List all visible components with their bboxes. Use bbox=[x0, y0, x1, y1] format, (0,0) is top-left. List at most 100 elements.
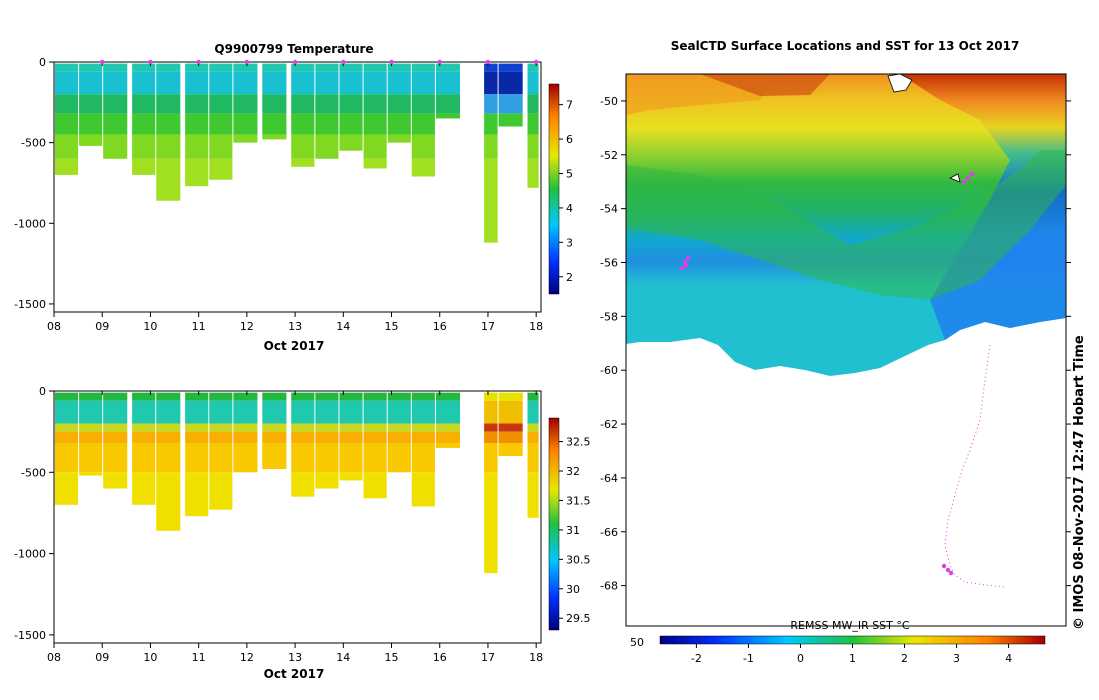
salinity-column-cell bbox=[209, 400, 233, 424]
salinity-column-cell bbox=[79, 443, 103, 473]
salinity-column-cell bbox=[291, 400, 315, 424]
latitude-tick-label: -56 bbox=[600, 256, 618, 269]
salinity-colorbar-tick-label: 31 bbox=[566, 524, 580, 537]
salinity-column-cell bbox=[185, 400, 209, 424]
salinity-column-cell bbox=[435, 392, 460, 401]
temperature-x-tick-label: 09 bbox=[95, 320, 109, 333]
profile-marker bbox=[437, 59, 442, 65]
temperature-column-cell bbox=[209, 113, 233, 135]
salinity-column-cell bbox=[484, 400, 498, 424]
temperature-column-cell bbox=[132, 94, 156, 114]
salinity-column-cell bbox=[209, 472, 233, 510]
temperature-column-cell bbox=[233, 134, 258, 143]
salinity-x-tick-label: 16 bbox=[433, 651, 447, 664]
temperature-column-cell bbox=[79, 71, 103, 95]
salinity-colorbar-tick-label: 32 bbox=[566, 465, 580, 478]
salinity-column-cell bbox=[363, 423, 387, 432]
temperature-column-cell bbox=[363, 158, 387, 169]
salinity-column-cell bbox=[233, 423, 258, 432]
salinity-column-cell bbox=[498, 392, 523, 401]
salinity-column-cell bbox=[103, 400, 128, 424]
temperature-column-cell bbox=[435, 113, 460, 119]
temperature-column-cell bbox=[103, 71, 128, 95]
salinity-column-cell bbox=[79, 431, 103, 444]
salinity-column-cell bbox=[411, 472, 435, 507]
salinity-column-cell bbox=[233, 392, 258, 401]
temperature-column-cell bbox=[339, 63, 363, 72]
latitude-tick-label: -50 bbox=[600, 95, 618, 108]
salinity-column-cell bbox=[103, 423, 128, 432]
island-outline bbox=[949, 173, 961, 183]
salinity-column-cell bbox=[54, 423, 79, 432]
temperature-colorbar bbox=[548, 83, 560, 295]
salinity-column-cell bbox=[411, 423, 435, 432]
salinity-column-cell bbox=[185, 392, 209, 401]
temperature-column-cell bbox=[103, 134, 128, 159]
salinity-column-cell bbox=[262, 400, 287, 424]
salinity-column-cell bbox=[411, 392, 435, 401]
salinity-column-cell bbox=[132, 431, 156, 444]
temperature-column-cell bbox=[498, 71, 523, 95]
temperature-column-cell bbox=[387, 63, 411, 72]
temperature-column-cell bbox=[498, 63, 523, 72]
temperature-colorbar-tick-label: 2 bbox=[566, 271, 573, 284]
seal-location bbox=[941, 563, 947, 569]
salinity-column-cell bbox=[79, 472, 103, 476]
temperature-column-cell bbox=[411, 71, 435, 95]
salinity-column-cell bbox=[339, 443, 363, 473]
temperature-x-tick-label: 12 bbox=[240, 320, 254, 333]
temperature-column-cell bbox=[484, 158, 498, 243]
latitude-tick-label: -64 bbox=[600, 472, 618, 485]
salinity-column-cell bbox=[484, 431, 498, 444]
salinity-column-cell bbox=[185, 431, 209, 444]
temperature-column-cell bbox=[156, 134, 181, 159]
sst-colorbar bbox=[659, 635, 1046, 645]
temperature-column-cell bbox=[484, 94, 498, 114]
temperature-column-cell bbox=[209, 158, 233, 180]
temperature-colorbar-tick-label: 4 bbox=[566, 202, 573, 215]
salinity-panel: 0 -500 -1000 -1500 08 09 10 11 12 13 14 15 16 17 18 O… bbox=[14, 385, 590, 681]
salinity-column-cell bbox=[103, 431, 128, 444]
temperature-column-cell bbox=[185, 113, 209, 135]
salinity-column-cell bbox=[363, 472, 387, 499]
temperature-column-cell bbox=[363, 63, 387, 72]
temperature-column-cell bbox=[291, 71, 315, 95]
salinity-column-cell bbox=[291, 431, 315, 444]
salinity-column-cell bbox=[387, 423, 411, 432]
salinity-column-cell bbox=[156, 443, 181, 473]
salinity-column-cell bbox=[291, 392, 315, 401]
salinity-x-tick-label: 15 bbox=[385, 651, 399, 664]
salinity-column-cell bbox=[54, 400, 79, 424]
salinity-column-cell bbox=[527, 472, 539, 518]
temperature-column-cell bbox=[209, 71, 233, 95]
salinity-column-cell bbox=[262, 431, 287, 444]
profile-marker bbox=[148, 59, 153, 65]
temperature-column-cell bbox=[103, 113, 128, 135]
salinity-x-tick-label: 18 bbox=[529, 651, 543, 664]
salinity-column-cell bbox=[262, 443, 287, 470]
salinity-column-cell bbox=[363, 400, 387, 424]
temperature-column-cell bbox=[262, 71, 287, 95]
salinity-column-cell bbox=[363, 431, 387, 444]
salinity-column-cell bbox=[209, 392, 233, 401]
salinity-column-cell bbox=[185, 472, 209, 517]
salinity-colorbar-tick-label: 29.5 bbox=[566, 612, 591, 625]
temperature-column-cell bbox=[411, 63, 435, 72]
salinity-column-cell bbox=[498, 443, 523, 457]
salinity-column-cell bbox=[132, 392, 156, 401]
sst-colorbar-ticks: -2 -1 0 1 2 3 4 bbox=[691, 644, 1012, 665]
temperature-plot-frame bbox=[53, 61, 542, 313]
seal-location bbox=[948, 570, 954, 576]
salinity-colorbar-tick-label: 30 bbox=[566, 583, 580, 596]
temperature-x-tick-label: 08 bbox=[47, 320, 61, 333]
temperature-x-tick-label: 11 bbox=[192, 320, 206, 333]
temperature-column-cell bbox=[363, 134, 387, 159]
seal-location bbox=[945, 567, 951, 573]
temperature-colorbar-tick-label: 3 bbox=[566, 236, 573, 249]
sst-colorbar-tick-label: 0 bbox=[797, 652, 804, 665]
temperature-column-cell bbox=[435, 63, 460, 72]
salinity-column-cell bbox=[339, 400, 363, 424]
temperature-column-cell bbox=[315, 94, 339, 114]
temperature-column-cell bbox=[387, 94, 411, 114]
temperature-column-cell bbox=[79, 134, 103, 146]
